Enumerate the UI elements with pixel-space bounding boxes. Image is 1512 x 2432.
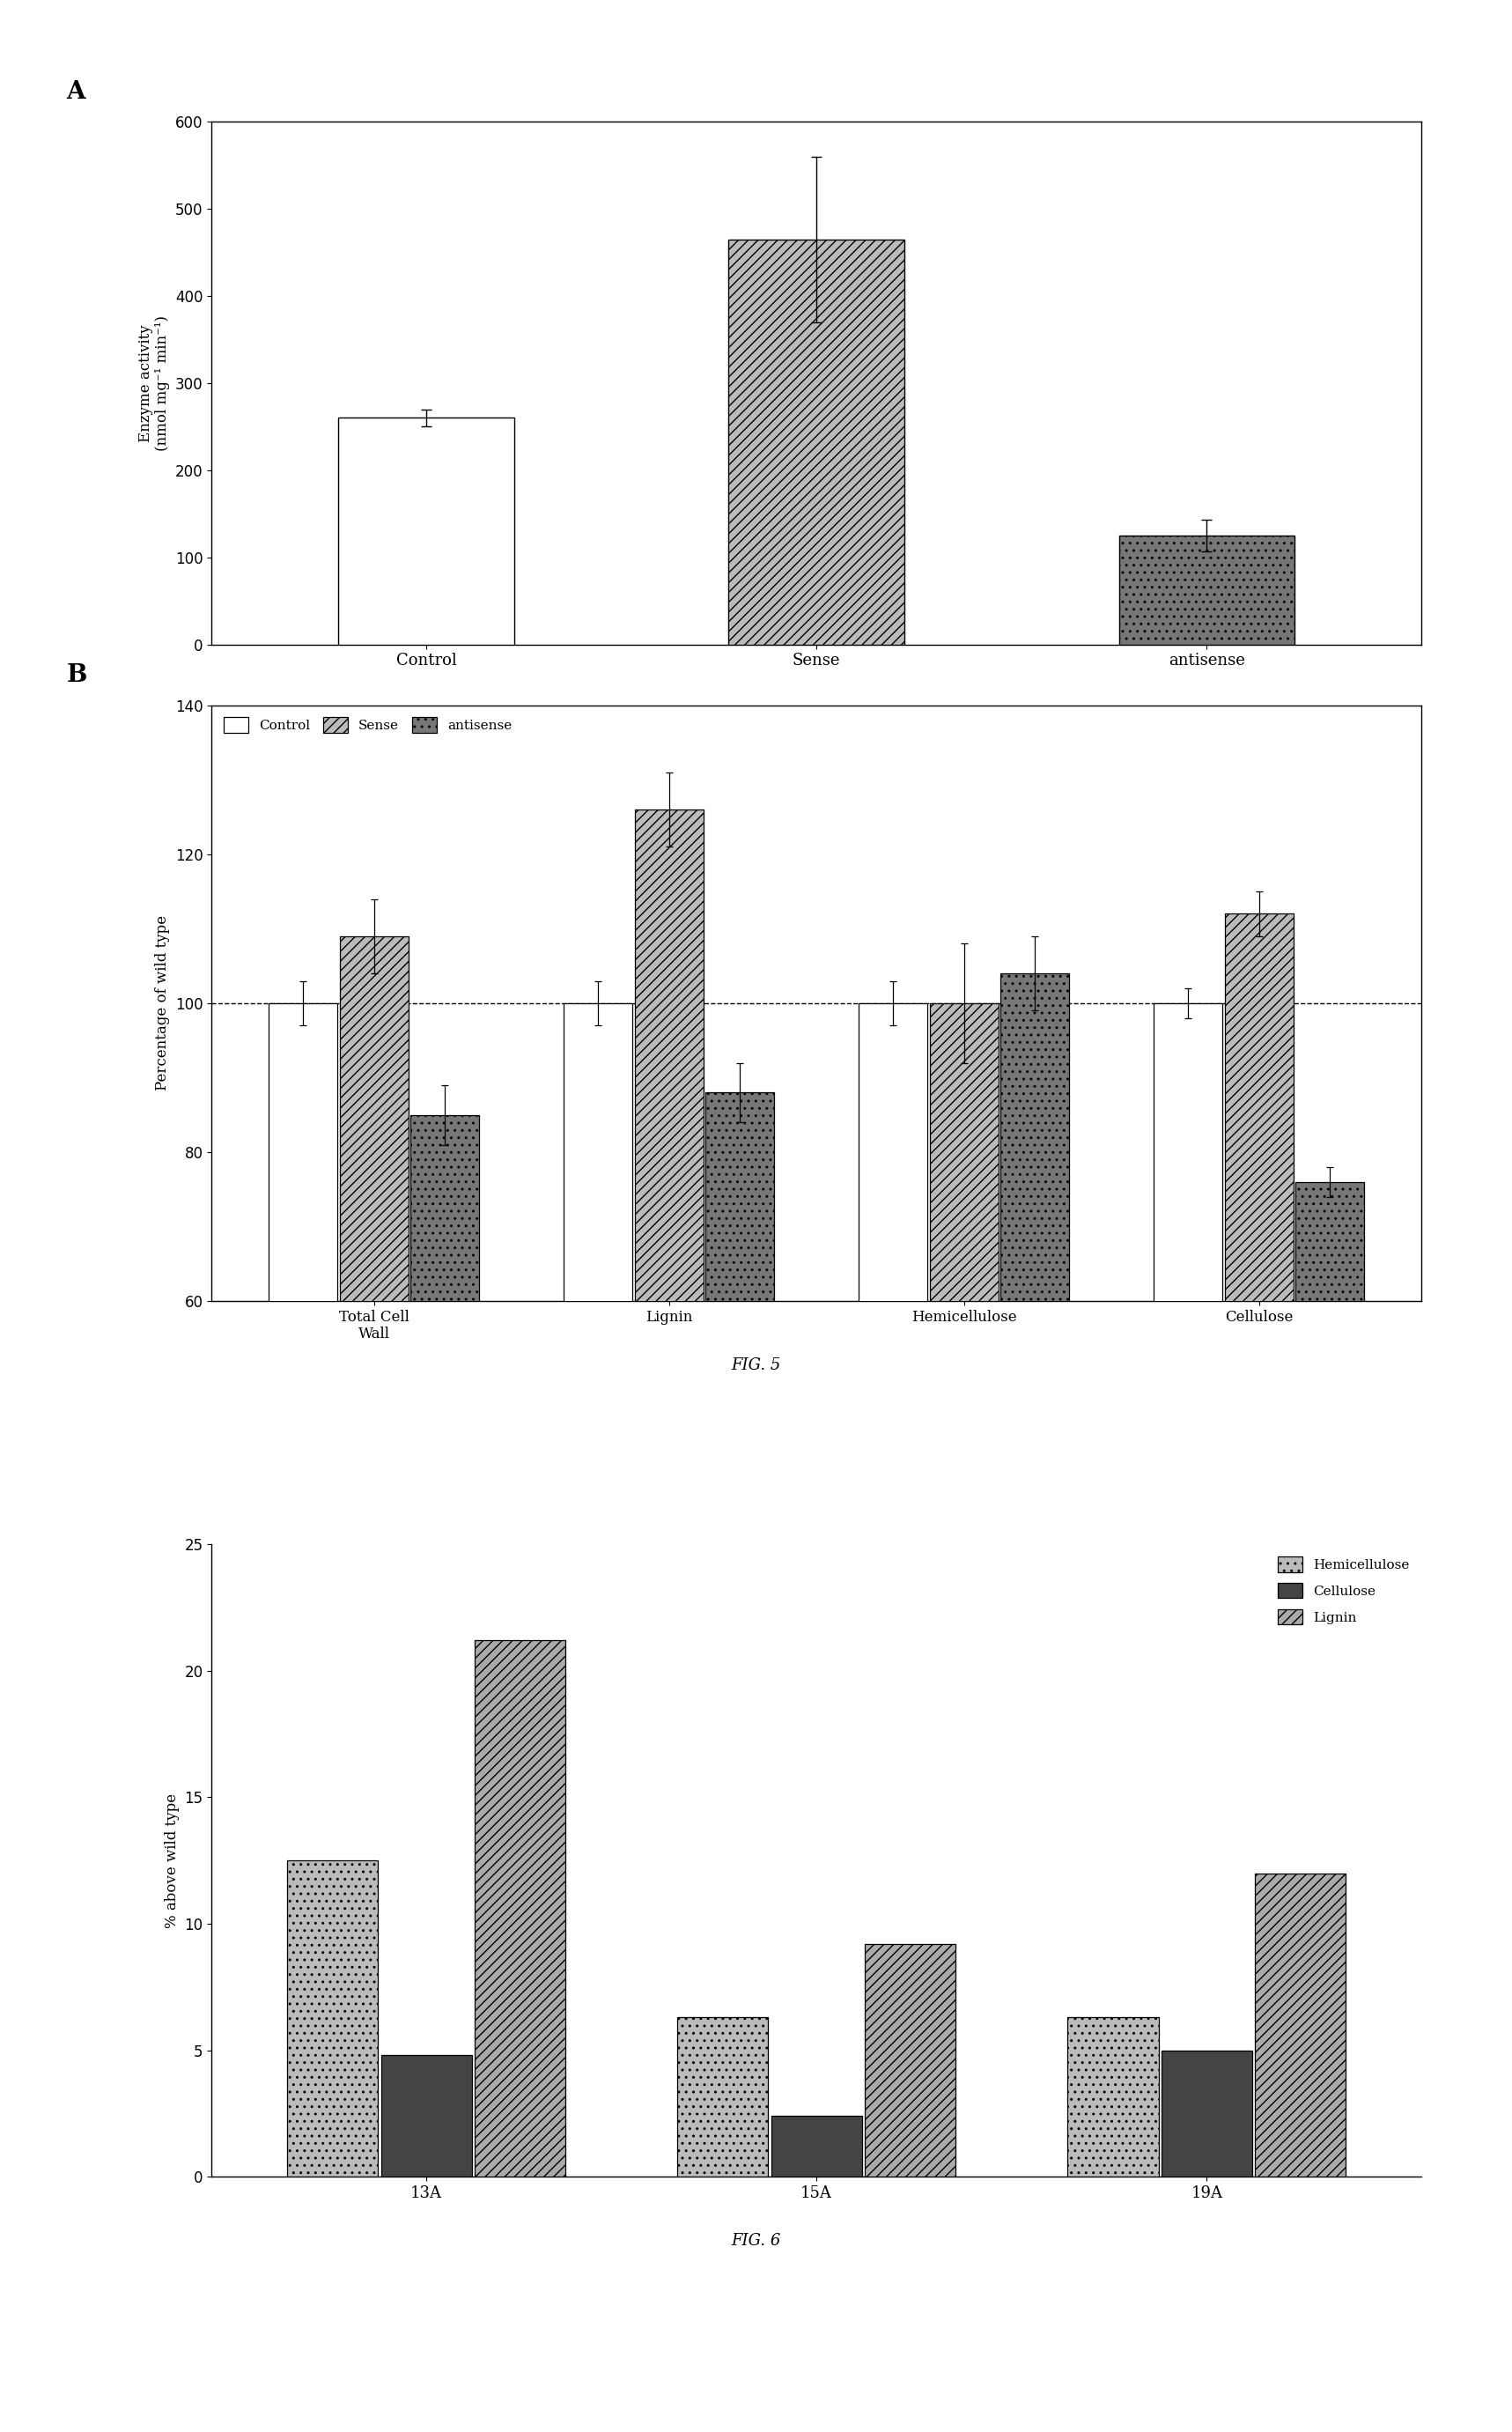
Bar [635, 810, 703, 1749]
Text: A: A [67, 80, 86, 105]
Bar [859, 1004, 927, 1749]
Bar [706, 1092, 774, 1749]
Bar [475, 1642, 565, 2177]
Text: FIG. 5: FIG. 5 [732, 1357, 780, 1374]
Bar [1154, 1004, 1223, 1749]
Bar [339, 418, 514, 644]
Y-axis label: Percentage of wild type: Percentage of wild type [156, 914, 171, 1092]
Bar [771, 2116, 862, 2177]
Bar [1001, 973, 1069, 1749]
Y-axis label: % above wild type: % above wild type [165, 1792, 180, 1929]
Bar [930, 1004, 998, 1749]
Legend: Hemicellulose, Cellulose, Lignin: Hemicellulose, Cellulose, Lignin [1273, 1552, 1415, 1629]
Bar [677, 2016, 768, 2177]
Bar [1296, 1182, 1364, 1749]
Bar [564, 1004, 632, 1749]
Bar [865, 1943, 956, 2177]
Bar [410, 1114, 479, 1749]
Legend: Control, Sense, antisense: Control, Sense, antisense [218, 713, 517, 739]
Text: B: B [67, 664, 88, 688]
Bar [729, 238, 904, 644]
Text: FIG. 6: FIG. 6 [732, 2233, 780, 2250]
Bar [1119, 535, 1294, 644]
Bar [340, 936, 408, 1749]
Bar [1255, 1873, 1346, 2177]
Bar [381, 2055, 472, 2177]
Bar [1225, 914, 1293, 1749]
Bar [287, 1860, 378, 2177]
Bar [1067, 2016, 1158, 2177]
Bar [269, 1004, 337, 1749]
Y-axis label: Enzyme activity
(nmol mg⁻¹ min⁻¹): Enzyme activity (nmol mg⁻¹ min⁻¹) [138, 316, 171, 450]
Bar [1161, 2050, 1252, 2177]
